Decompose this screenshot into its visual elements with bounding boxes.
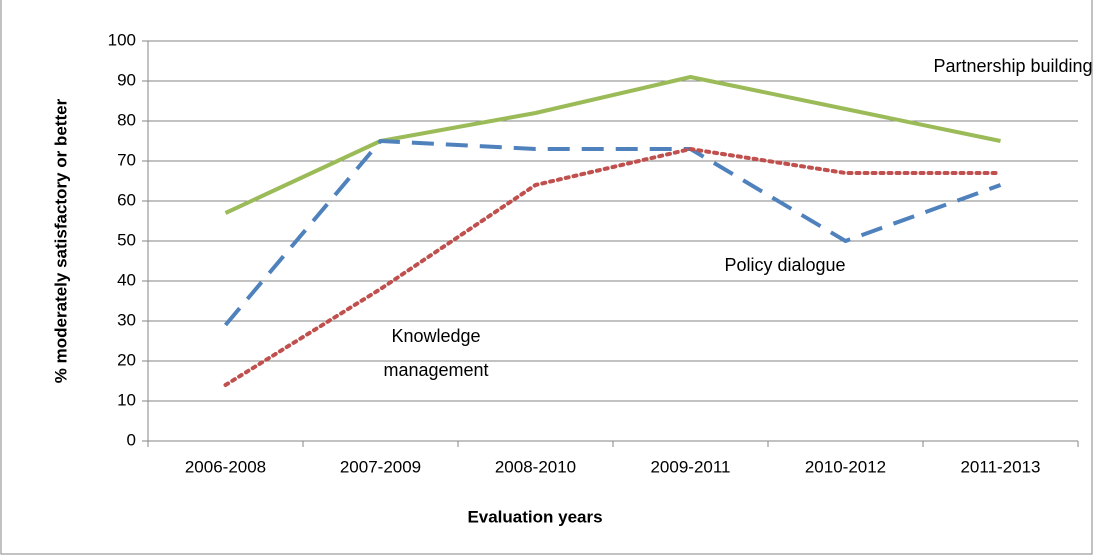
y-tick-label: 80 xyxy=(117,110,136,129)
y-tick-label: 10 xyxy=(117,390,136,409)
series-label: Knowledge management xyxy=(383,326,489,380)
series-label: Partnership building xyxy=(933,56,1093,76)
x-tick-label: 2011-2013 xyxy=(960,457,1040,476)
series-label: Policy dialogue xyxy=(724,255,846,275)
x-axis-label: Evaluation years xyxy=(467,507,602,526)
x-tick-label: 2008-2010 xyxy=(495,457,576,476)
y-tick-label: 60 xyxy=(117,190,136,209)
y-tick-label: 90 xyxy=(117,70,136,89)
y-tick-label: 20 xyxy=(117,350,136,369)
series-line xyxy=(223,147,1003,387)
x-tick-label: 2009-2011 xyxy=(650,457,730,476)
x-tick-label: 2007-2009 xyxy=(340,457,421,476)
y-tick-label: 100 xyxy=(108,30,136,49)
y-tick-label: 40 xyxy=(117,270,136,289)
y-tick-label: 0 xyxy=(127,430,136,449)
series-line xyxy=(224,75,1001,215)
x-tick-label: 2010-2012 xyxy=(805,457,886,476)
y-tick-label: 50 xyxy=(117,230,136,249)
series-line xyxy=(223,139,1002,327)
y-tick-label: 30 xyxy=(117,310,136,329)
x-tick-label: 2006-2008 xyxy=(185,457,266,476)
y-tick-label: 70 xyxy=(117,150,136,169)
y-axis-label: % moderately satisfactory or better xyxy=(51,98,70,383)
